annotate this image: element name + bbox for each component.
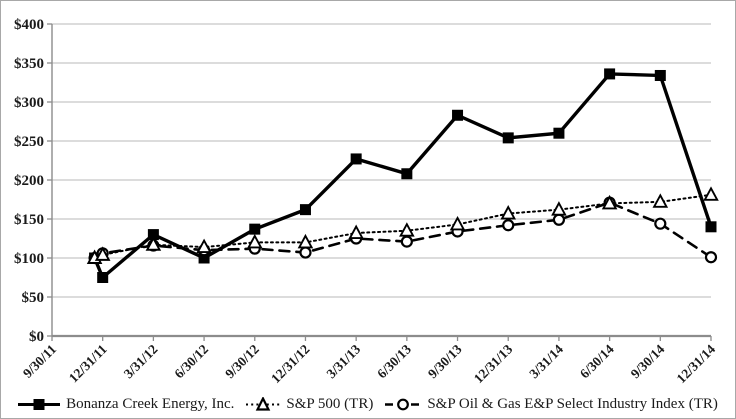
marker-filled-square [97,272,109,283]
marker-open-circle [654,217,667,230]
legend-label-sp-oil-gas: S&P Oil & Gas E&P Select Industry Index … [427,395,718,412]
legend-label-bonanza-creek: Bonanza Creek Energy, Inc. [66,395,235,412]
marker-filled-square [654,69,666,81]
marker-open-triangle [94,246,111,261]
marker-open-triangle [703,186,719,201]
marker-open-triangle [652,193,669,208]
marker-filled-square [350,153,362,165]
series-line-dashed [93,201,713,260]
marker-filled-square [604,68,616,80]
marker-filled-square [401,168,413,180]
dashed-line-circle-swatch [385,398,422,410]
x-tick-label: 9/30/14 [628,341,668,381]
x-tick-label: 12/31/11 [66,341,110,385]
marker-filled-square [198,252,210,264]
x-tick-label: 6/30/13 [374,341,414,381]
marker-filled-square [147,229,159,241]
marker-open-circle [502,219,515,232]
x-tick-label: 12/31/12 [268,341,313,386]
x-tick-label: 9/30/12 [222,341,262,381]
marker-filled-square [502,132,514,144]
y-tick-label: $150 [14,212,44,228]
marker-open-circle [299,246,312,259]
x-tick-label: 9/30/13 [425,341,465,381]
legend-item-sp500: S&P 500 (TR) [246,396,373,413]
legend-label-sp500: S&P 500 (TR) [286,395,374,412]
series-line-solid [92,72,713,281]
y-tick-label: $250 [14,134,44,150]
marker-open-triangle [500,205,517,220]
marker-open-triangle [196,238,212,254]
marker-open-triangle [246,233,263,249]
marker-filled-square [249,223,261,235]
marker-filled-square [705,221,717,233]
marker-filled-square [553,127,565,139]
y-tick-label: $300 [14,95,44,111]
legend-item-bonanza-creek: Bonanza Creek Energy, Inc. [18,396,234,413]
y-tick-label: $0 [29,329,44,345]
marker-open-triangle [399,222,415,237]
legend-item-sp-oil-gas: S&P Oil & Gas E&P Select Industry Index … [385,396,718,413]
marker-open-triangle [145,236,162,251]
y-tick-label: $350 [14,56,44,72]
x-tick-label: 3/31/14 [526,341,566,381]
x-tick-label: 3/31/12 [121,341,161,381]
x-tick-label: 12/31/13 [471,341,516,386]
marker-open-triangle [551,201,567,216]
x-tick-label: 3/31/13 [323,341,363,381]
x-tick-label: 12/31/14 [674,341,719,386]
marker-open-circle [400,235,413,248]
marker-open-triangle [601,194,618,210]
marker-filled-square [452,109,464,121]
x-tick-label: 9/30/11 [20,341,59,380]
solid-line-square-swatch [18,398,61,410]
y-tick-label: $100 [14,251,44,267]
marker-filled-square [299,204,311,216]
marker-open-triangle [348,224,364,239]
dotted-line-triangle-swatch [246,396,281,411]
y-tick-label: $400 [14,17,44,33]
x-tick-label: 6/30/12 [171,341,211,381]
y-tick-label: $200 [14,173,44,189]
marker-open-circle [704,251,718,264]
marker-open-triangle [449,215,466,231]
y-tick-label: $50 [22,290,45,306]
x-tick-label: 6/30/14 [577,341,617,381]
chart-legend: Bonanza Creek Energy, Inc. S&P 500 (TR) … [1,391,735,417]
marker-open-triangle [297,233,314,249]
marker-open-circle [552,213,566,226]
